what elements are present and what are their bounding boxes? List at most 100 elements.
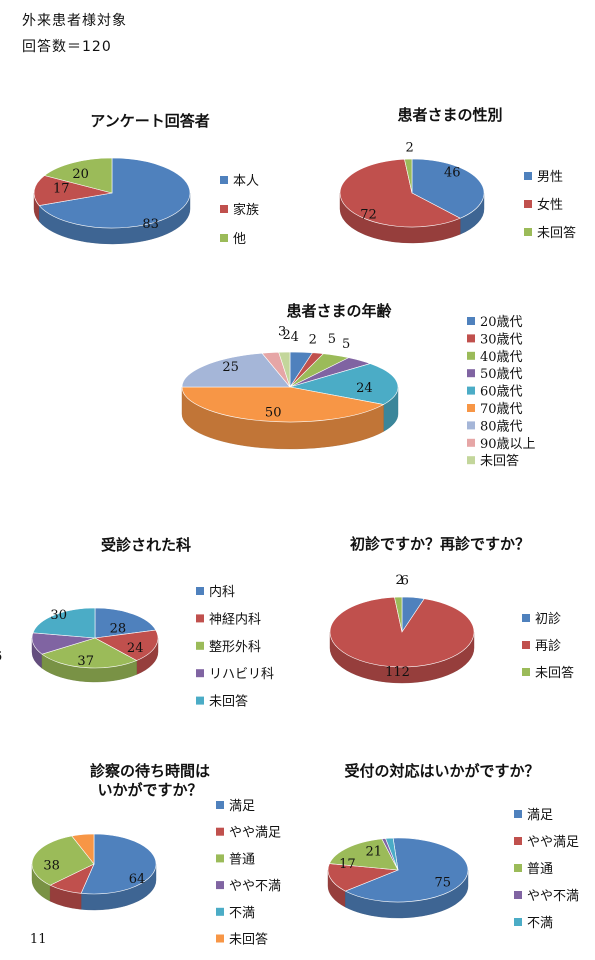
data-label-8: 3 xyxy=(278,324,286,339)
chart-title: 患者さまの年齢 xyxy=(286,302,392,320)
data-label-2: 72 xyxy=(360,207,377,222)
legend-label: 未回答 xyxy=(209,694,248,710)
legend-label: 90歳以上 xyxy=(480,437,536,452)
pie-slice-6 xyxy=(71,833,95,865)
legend-swatch xyxy=(467,438,475,447)
legend-swatch xyxy=(467,369,475,378)
legend-swatch xyxy=(216,907,224,916)
pie-slice-5 xyxy=(289,363,399,405)
data-label-2: 17 xyxy=(339,857,356,872)
response-count-label: 回答数＝120 xyxy=(22,39,112,55)
pie-slice-9 xyxy=(278,351,291,388)
legend-label: 不満 xyxy=(527,916,553,931)
data-label-2: 17 xyxy=(53,181,70,196)
pie-slice-2 xyxy=(327,863,399,892)
legend-label: 未回答 xyxy=(537,225,576,241)
data-label-3: 20 xyxy=(72,167,89,182)
legend-swatch xyxy=(467,386,475,395)
data-label-4: 5 xyxy=(342,337,350,352)
data-label-4: 16 xyxy=(0,650,2,665)
data-label-2: 11 xyxy=(30,932,47,947)
legend-swatch xyxy=(216,827,224,836)
data-label-1: 4 xyxy=(291,330,299,345)
chart-title: 診察の待ち時間は xyxy=(90,762,210,780)
pie-slice-2 xyxy=(94,629,159,661)
legend-label: 50歳代 xyxy=(480,367,523,382)
data-label-5: 24 xyxy=(356,381,373,396)
legend-label: 未回答 xyxy=(535,665,574,681)
pie-slice-1 xyxy=(344,837,469,903)
survey-scope-label: 外来患者様対象 xyxy=(22,13,127,29)
pie-chart-3: 4 2 5 524502532患者さまの年齢20歳代30歳代40歳代50歳代60歳代7… xyxy=(181,302,536,469)
pie-slice-1 xyxy=(80,833,157,895)
pie-slice-3 xyxy=(394,596,403,633)
legend-swatch xyxy=(522,668,530,676)
pie-slice-3 xyxy=(31,835,95,886)
legend-label: やや不満 xyxy=(229,879,281,894)
data-label-1: 28 xyxy=(110,622,127,637)
data-label-3: 2 xyxy=(396,573,404,588)
pie-slice-1 xyxy=(38,157,191,229)
legend-swatch xyxy=(467,404,475,412)
legend-label: 神経内科 xyxy=(209,611,261,627)
chart-title: 受診された科 xyxy=(101,536,191,554)
legend-swatch xyxy=(514,891,522,899)
legend-label: 普通 xyxy=(229,852,255,867)
legend-label: 未回答 xyxy=(480,453,519,469)
legend-swatch xyxy=(467,351,475,360)
data-label-2: 112 xyxy=(385,665,410,680)
legend-label: 40歳代 xyxy=(480,350,523,365)
data-label-1: 64 xyxy=(129,872,146,887)
data-label-6: 50 xyxy=(265,405,282,420)
legend-swatch xyxy=(220,205,228,213)
legend-swatch xyxy=(514,918,522,926)
legend-swatch xyxy=(467,334,475,343)
legend-label: 初診 xyxy=(535,611,561,627)
legend-swatch xyxy=(216,801,224,809)
pie-slice-3 xyxy=(43,157,113,194)
data-label-3: 37 xyxy=(77,654,94,669)
legend-label: 再診 xyxy=(535,638,561,654)
legend-label: 60歳代 xyxy=(480,385,523,400)
legend-swatch xyxy=(522,641,530,649)
legend-label: 他 xyxy=(233,232,246,247)
legend-label: 30歳代 xyxy=(480,332,523,347)
pie-slice-2 xyxy=(339,158,461,228)
legend-label: 家族 xyxy=(233,202,259,218)
data-label-1: 83 xyxy=(142,217,159,232)
legend-swatch xyxy=(220,234,228,242)
legend-swatch xyxy=(216,854,224,863)
data-label-7: 25 xyxy=(222,360,239,375)
legend-swatch xyxy=(216,934,224,943)
legend-swatch xyxy=(216,881,224,890)
legend-swatch xyxy=(196,587,204,595)
chart-title: いかがですか？ xyxy=(97,781,202,799)
legend-label: 整形外科 xyxy=(209,640,261,655)
legend-label: 女性 xyxy=(537,197,563,213)
legend-swatch xyxy=(514,810,522,818)
legend-label: 満足 xyxy=(527,808,553,823)
pie-slice-3 xyxy=(404,158,413,194)
pie-slice-2 xyxy=(329,596,475,668)
pie-slice-5 xyxy=(385,837,399,871)
legend-swatch xyxy=(522,614,530,622)
chart-title: 患者さまの性別 xyxy=(397,106,502,124)
chart-title: 初診ですか？再診ですか？ xyxy=(350,535,530,553)
legend-label: 本人 xyxy=(233,174,259,189)
legend-label: やや満足 xyxy=(229,826,281,841)
data-label-2: 2 xyxy=(309,333,317,348)
data-label-2: 24 xyxy=(127,641,144,656)
legend-swatch xyxy=(196,669,204,678)
legend-label: 男性 xyxy=(537,170,563,185)
